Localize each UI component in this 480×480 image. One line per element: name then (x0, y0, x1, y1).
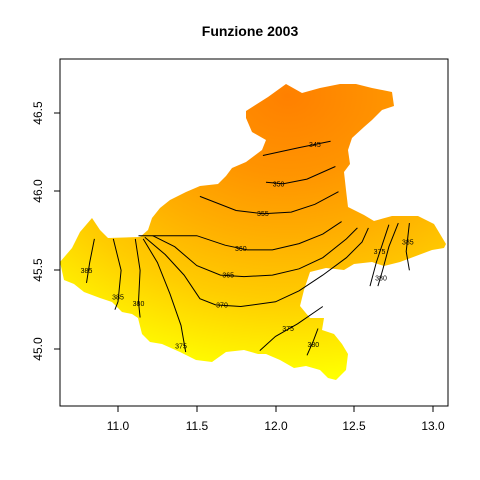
x-tick-label: 12.5 (342, 419, 366, 433)
contour-line-375-8 (369, 224, 390, 287)
contour-label-350: 350 (273, 181, 285, 188)
contour-line-350-1 (265, 166, 336, 185)
contour-line-380-11 (377, 222, 399, 287)
veneto-region-fill (60, 84, 446, 380)
contour-label-360: 360 (235, 246, 247, 253)
contour-line-385-14 (86, 238, 95, 283)
contour-lines: 345 350 355 360 365 370 375 375 375 380 380 380 385 3… (81, 140, 414, 356)
x-tick-label: 11.5 (186, 419, 209, 433)
y-tick-label: 45.5 (31, 258, 45, 282)
contour-line-385-12 (112, 238, 122, 310)
contour-line-360-3 (138, 221, 342, 251)
contour-line-380-10 (306, 328, 319, 356)
contour-label-375: 375 (175, 343, 187, 350)
contour-label-380: 380 (307, 342, 319, 349)
contour-line-370-5 (144, 227, 369, 308)
y-tick-label: 46.0 (31, 179, 45, 203)
contour-label-365: 365 (222, 273, 234, 280)
contour-line-380-9 (134, 238, 141, 318)
contour-line-365-4 (152, 227, 358, 278)
contour-line-375-6 (142, 238, 187, 353)
y-tick-label: 46.5 (31, 101, 45, 125)
contour-label-375: 375 (374, 249, 386, 256)
contour-label-385: 385 (112, 295, 124, 302)
y-axis: 45.0 45.5 46.0 46.5 (31, 101, 61, 361)
region-map (60, 84, 446, 380)
contour-line-385-13 (405, 223, 410, 271)
contour-label-345: 345 (309, 142, 321, 149)
contour-label-355: 355 (257, 211, 269, 218)
x-tick-label: 13.0 (421, 419, 445, 433)
contour-label-380: 380 (375, 276, 387, 283)
contour-label-370: 370 (216, 302, 228, 309)
x-tick-label: 12.0 (264, 419, 288, 433)
contour-line-355-2 (199, 191, 339, 215)
contour-line-375-7 (259, 306, 324, 351)
chart-title: Funzione 2003 (202, 23, 299, 39)
contour-line-345-0 (262, 140, 331, 156)
contour-label-385: 385 (81, 268, 93, 275)
y-tick-label: 45.0 (31, 337, 45, 361)
x-axis: 11.0 11.5 12.0 12.5 13.0 (107, 405, 445, 433)
contour-label-380: 380 (133, 301, 145, 308)
contour-label-375: 375 (282, 326, 294, 333)
contour-label-385: 385 (402, 240, 414, 247)
x-tick-label: 11.0 (107, 419, 130, 433)
